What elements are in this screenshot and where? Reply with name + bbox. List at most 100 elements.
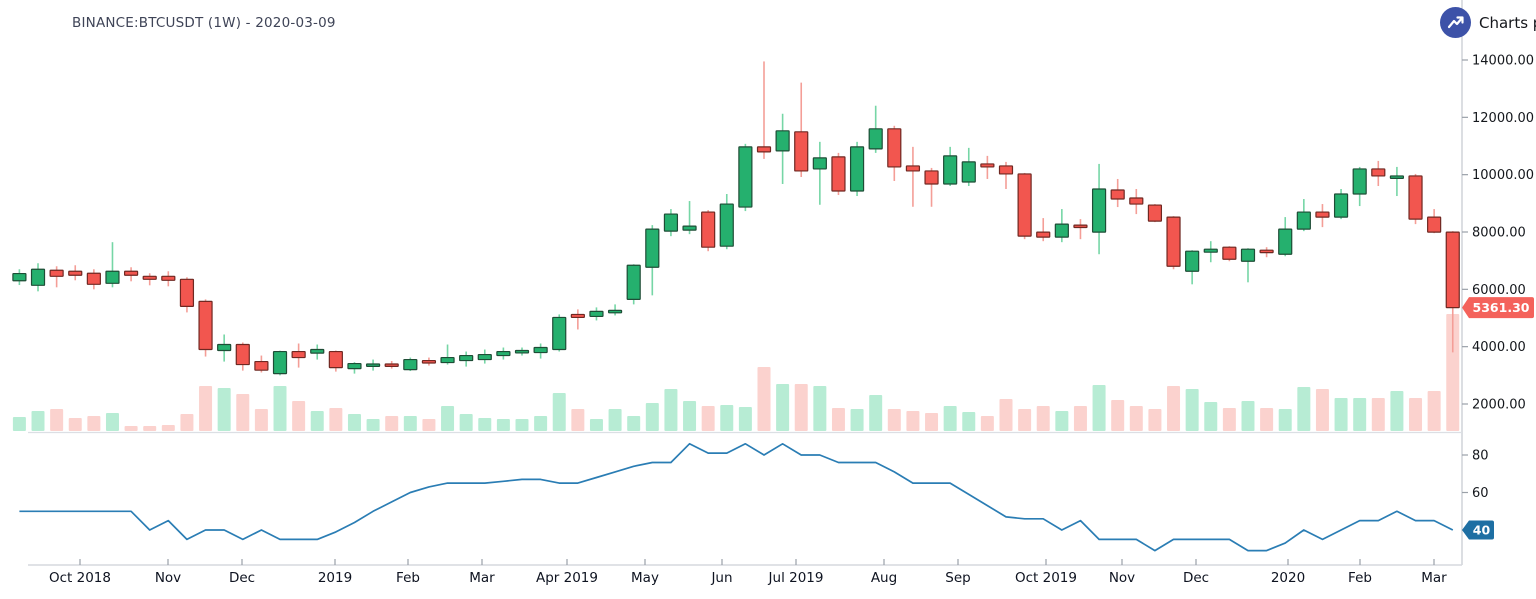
candle[interactable]	[105, 242, 120, 288]
candle[interactable]	[142, 273, 157, 286]
candle[interactable]	[1371, 160, 1386, 186]
candle[interactable]	[12, 269, 27, 286]
candle[interactable]	[1017, 172, 1032, 240]
candle[interactable]	[496, 347, 511, 360]
candle[interactable]	[1036, 218, 1051, 242]
candle[interactable]	[68, 265, 83, 281]
candle[interactable]	[1222, 246, 1237, 262]
candle[interactable]	[1147, 204, 1163, 223]
candle[interactable]	[719, 194, 734, 250]
candle[interactable]	[1110, 178, 1125, 208]
candle[interactable]	[421, 357, 437, 366]
candle-body	[403, 358, 418, 371]
candle[interactable]	[235, 342, 250, 371]
candle[interactable]	[440, 344, 455, 365]
candle[interactable]	[1129, 189, 1144, 215]
candle[interactable]	[403, 357, 418, 372]
candle[interactable]	[1427, 209, 1442, 234]
candle[interactable]	[775, 113, 790, 184]
candle[interactable]	[682, 201, 697, 235]
candle[interactable]	[477, 349, 492, 364]
candle[interactable]	[663, 209, 679, 237]
candle[interactable]	[701, 210, 716, 252]
candle[interactable]	[514, 347, 530, 356]
candle-body	[1259, 249, 1274, 254]
candle[interactable]	[868, 105, 883, 153]
brand[interactable]: Charts p	[1440, 7, 1536, 38]
volume-bar	[459, 414, 473, 431]
candle[interactable]	[161, 271, 176, 287]
candle[interactable]	[198, 299, 213, 357]
candle[interactable]	[272, 350, 288, 376]
candle-body	[1333, 193, 1349, 218]
candle[interactable]	[86, 269, 101, 290]
candle[interactable]	[533, 343, 548, 359]
candle[interactable]	[384, 361, 399, 369]
candle[interactable]	[30, 263, 46, 292]
candle[interactable]	[1185, 250, 1200, 285]
candle-body	[179, 278, 195, 307]
chart-title: BINANCE:BTCUSDT (1W) - 2020-03-09	[72, 15, 336, 31]
candle[interactable]	[738, 143, 753, 212]
candle[interactable]	[943, 146, 958, 186]
candle[interactable]	[217, 334, 232, 362]
candle[interactable]	[998, 161, 1014, 189]
candle[interactable]	[645, 225, 660, 296]
x-tick-label: 2020	[1271, 570, 1305, 586]
candle[interactable]	[626, 264, 641, 305]
candle-body	[1371, 168, 1386, 177]
candle[interactable]	[905, 146, 921, 207]
candle[interactable]	[924, 167, 939, 207]
candle[interactable]	[1073, 219, 1088, 240]
candle[interactable]	[328, 350, 343, 372]
candle[interactable]	[1278, 217, 1293, 257]
candle[interactable]	[887, 125, 902, 181]
volume-bar	[1092, 385, 1106, 431]
candle-body	[738, 146, 753, 208]
candles[interactable]	[12, 61, 1460, 376]
candle[interactable]	[1203, 241, 1218, 263]
volume-bar	[87, 416, 101, 431]
volume-bar	[831, 408, 845, 431]
volume-bar	[1222, 408, 1236, 431]
candle[interactable]	[570, 309, 585, 330]
candle[interactable]	[1445, 231, 1460, 353]
candle[interactable]	[756, 61, 772, 159]
candle[interactable]	[1389, 166, 1405, 197]
candle[interactable]	[347, 362, 362, 374]
candle[interactable]	[1240, 248, 1256, 283]
candle[interactable]	[1259, 247, 1274, 258]
volume-bar	[199, 386, 213, 431]
candle[interactable]	[552, 314, 567, 352]
volume-bar	[776, 384, 790, 431]
candle[interactable]	[310, 344, 325, 360]
candle[interactable]	[1296, 199, 1311, 232]
candle[interactable]	[1054, 209, 1069, 243]
candle[interactable]	[254, 355, 269, 373]
rsi-badge	[1462, 520, 1494, 540]
candle[interactable]	[179, 277, 195, 313]
candle[interactable]	[49, 266, 64, 288]
candle[interactable]	[812, 141, 827, 205]
candle[interactable]	[980, 155, 995, 179]
candle[interactable]	[961, 147, 976, 186]
volume-bar	[1297, 387, 1311, 431]
candle[interactable]	[1408, 173, 1423, 225]
candle[interactable]	[1333, 189, 1349, 220]
candle[interactable]	[849, 141, 865, 197]
candle-body	[235, 343, 250, 366]
candle[interactable]	[1166, 216, 1181, 270]
candle[interactable]	[1315, 204, 1330, 228]
candle[interactable]	[291, 343, 306, 368]
candle[interactable]	[1352, 166, 1367, 207]
candle[interactable]	[589, 307, 604, 321]
candle[interactable]	[459, 351, 474, 367]
candle[interactable]	[1091, 163, 1107, 255]
candle[interactable]	[365, 359, 381, 371]
candle[interactable]	[794, 82, 809, 177]
candle[interactable]	[123, 267, 139, 282]
candle[interactable]	[607, 304, 623, 316]
candle-body	[1185, 250, 1200, 272]
candle[interactable]	[831, 152, 846, 196]
